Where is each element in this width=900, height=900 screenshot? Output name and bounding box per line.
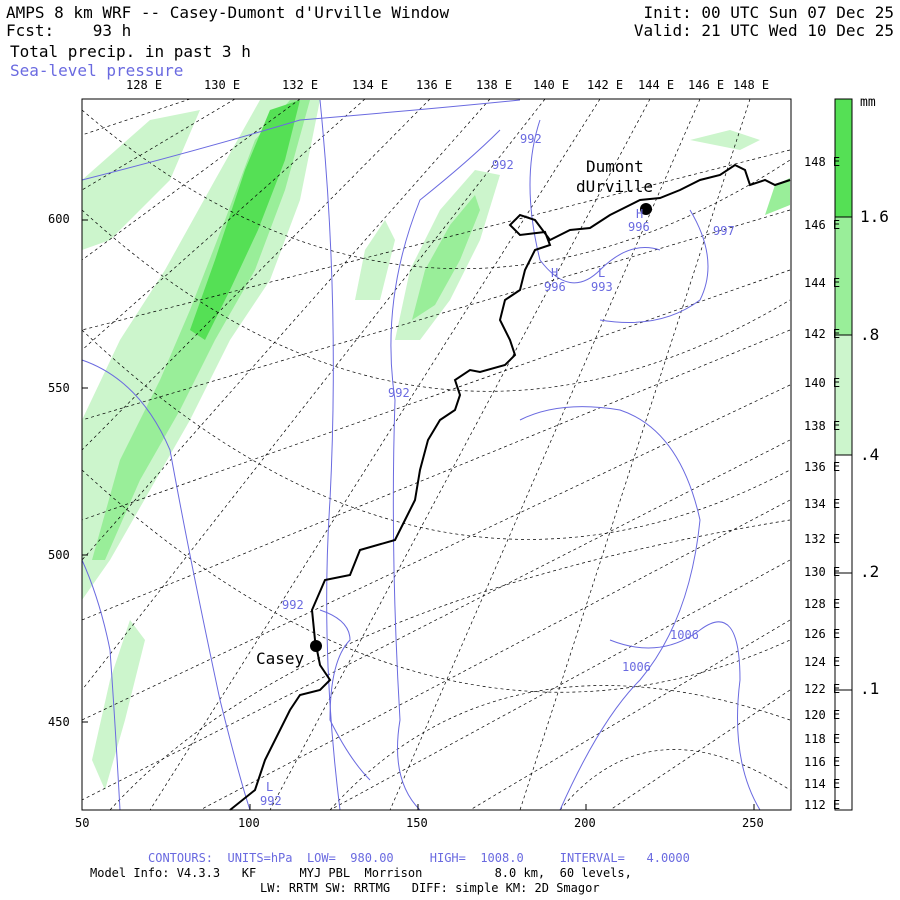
casey-station-marker [310,640,322,652]
x-tick-label: 50 [75,816,90,830]
pressure-label: 992 [492,158,514,172]
axis-ticks [81,219,755,810]
top-lon-label: 128 E [126,78,163,92]
right-lon-label: 124 E [804,655,841,669]
pressure-label: 996 [544,280,566,294]
pressure-label: 993 [591,280,613,294]
pressure-label: 992 [520,132,542,146]
pressure-label: 1006 [670,628,699,642]
top-lon-label: 144 E [638,78,675,92]
colorbar-label: .2 [860,562,880,581]
precip-area-ne2 [690,130,760,150]
pressure-label: 997 [713,224,735,238]
y-tick-label: 550 [48,381,70,395]
high-center-mark: H [636,207,644,221]
right-lon-label: 136 E [804,460,841,474]
low-center-mark: L [598,266,606,280]
right-lon-label: 148 E [804,155,841,169]
colorbar-level-1.6 [835,99,852,217]
pressure-label: 1006 [622,660,651,674]
map-frame [81,98,792,811]
top-lon-label: 130 E [204,78,241,92]
top-lon-label: 136 E [416,78,453,92]
right-lon-label: 120 E [804,708,841,722]
precip-area-sw [92,620,145,790]
precip-shading [82,100,790,790]
pressure-label: 992 [282,598,304,612]
colorbar-label: 1.6 [860,207,889,226]
right-lon-label: 118 E [804,732,841,746]
right-lon-label: 146 E [804,218,841,232]
graticule [81,98,791,811]
high-center-mark: H [551,266,559,280]
casey-label: Casey [256,649,305,668]
x-tick-label: 150 [406,816,428,830]
dumont-label-line2: dUrville [576,177,654,196]
right-lon-label: 142 E [804,327,841,341]
pressure-label: 992 [260,794,282,808]
dumont-label-line1: Dumont [586,157,644,176]
model-info: Model Info: V4.3.3 KF MYJ PBL Morrison 8… [90,866,632,880]
contour-info: CONTOURS: UNITS=hPa LOW= 980.00 HIGH= 10… [148,851,690,865]
colorbar-unit: mm [860,95,876,110]
colorbar-level-.4 [835,335,852,455]
right-lon-label: 144 E [804,276,841,290]
physics-info: LW: RRTM SW: RRTMG DIFF: simple KM: 2D S… [260,881,600,895]
colorbar-level-.2 [835,455,852,573]
top-lon-label: 142 E [587,78,624,92]
colorbar-level-.8 [835,217,852,335]
right-lon-label: 134 E [804,497,841,511]
colorbar [834,98,853,811]
colorbar-label: .1 [860,679,880,698]
low-center-mark: L [266,780,274,794]
x-tick-label: 200 [574,816,596,830]
right-lon-label: 116 E [804,755,841,769]
precip-area-band3 [355,220,395,300]
top-lon-label: 146 E [688,78,725,92]
precip-area-band2-mid [412,195,480,320]
top-lon-label: 132 E [282,78,319,92]
x-tick-label: 250 [742,816,764,830]
right-lon-label: 114 E [804,777,841,791]
colorbar-label: .8 [860,325,880,344]
top-lon-label: 140 E [533,78,570,92]
precip-area-ne [765,178,790,215]
field-precip-label: Total precip. in past 3 h [10,42,251,61]
right-lon-label: 122 E [804,682,841,696]
top-lon-label: 148 E [733,78,770,92]
field-slp-label: Sea-level pressure [10,61,184,80]
x-tick-label: 100 [238,816,260,830]
colorbar-label: .4 [860,445,880,464]
forecast-hour: Fcst: 93 h [6,21,132,40]
coastline [229,163,791,811]
right-lon-label: 112 E [804,798,841,812]
precip-area-high [190,100,300,340]
y-tick-label: 500 [48,548,70,562]
y-tick-label: 600 [48,212,70,226]
right-lon-label: 126 E [804,627,841,641]
slp-contours [81,99,761,811]
top-lon-label: 134 E [352,78,389,92]
y-tick-label: 450 [48,715,70,729]
right-lon-label: 130 E [804,565,841,579]
colorbar-level-.1 [835,573,852,810]
right-lon-label: 128 E [804,597,841,611]
top-lon-label: 138 E [476,78,513,92]
right-lon-label: 138 E [804,419,841,433]
right-lon-label: 132 E [804,532,841,546]
precip-area-w [82,110,200,250]
init-time: Init: 00 UTC Sun 07 Dec 25 [643,3,894,22]
pressure-label: 996 [628,220,650,234]
dumont-station-marker [640,203,652,215]
valid-time: Valid: 21 UTC Wed 10 Dec 25 [633,21,894,40]
pressure-label: 992 [388,386,410,400]
chart-title: AMPS 8 km WRF -- Casey-Dumont d'Urville … [6,3,450,22]
right-lon-label: 140 E [804,376,841,390]
